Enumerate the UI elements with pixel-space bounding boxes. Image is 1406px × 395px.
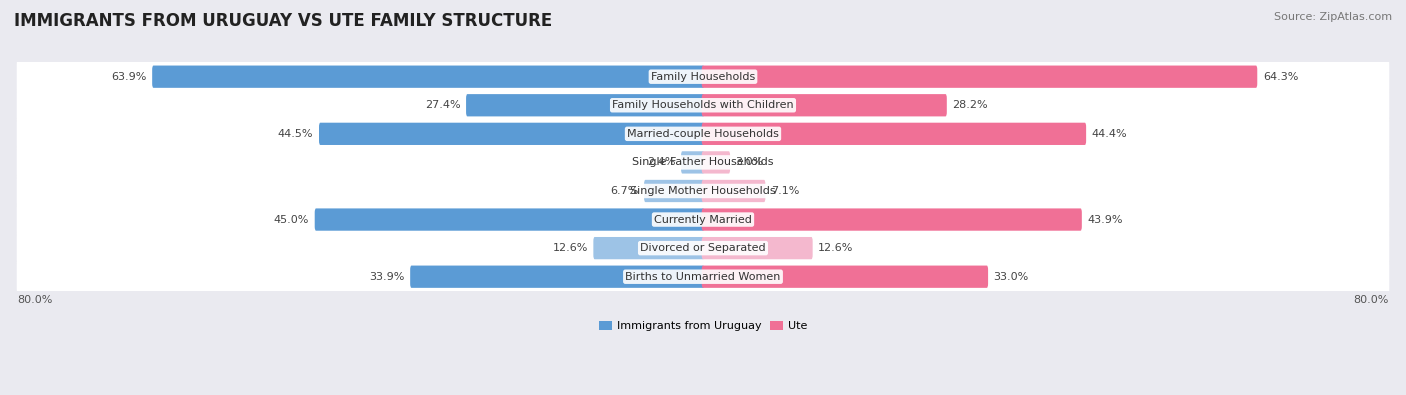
FancyBboxPatch shape	[702, 237, 813, 259]
Text: Family Households with Children: Family Households with Children	[612, 100, 794, 110]
Text: 2.4%: 2.4%	[647, 158, 675, 167]
Text: 63.9%: 63.9%	[111, 71, 146, 82]
Text: 43.9%: 43.9%	[1087, 214, 1123, 224]
FancyBboxPatch shape	[702, 180, 765, 202]
Text: 7.1%: 7.1%	[770, 186, 800, 196]
FancyBboxPatch shape	[644, 180, 704, 202]
FancyBboxPatch shape	[17, 57, 1389, 96]
Text: Single Father Households: Single Father Households	[633, 158, 773, 167]
FancyBboxPatch shape	[681, 151, 704, 173]
FancyBboxPatch shape	[17, 143, 1389, 182]
Text: IMMIGRANTS FROM URUGUAY VS UTE FAMILY STRUCTURE: IMMIGRANTS FROM URUGUAY VS UTE FAMILY ST…	[14, 12, 553, 30]
Text: 44.5%: 44.5%	[278, 129, 314, 139]
Text: 80.0%: 80.0%	[18, 295, 53, 305]
Text: Divorced or Separated: Divorced or Separated	[640, 243, 766, 253]
FancyBboxPatch shape	[702, 94, 946, 117]
FancyBboxPatch shape	[702, 265, 988, 288]
Text: 28.2%: 28.2%	[952, 100, 988, 110]
Text: Source: ZipAtlas.com: Source: ZipAtlas.com	[1274, 12, 1392, 22]
FancyBboxPatch shape	[702, 66, 1257, 88]
FancyBboxPatch shape	[702, 123, 1085, 145]
FancyBboxPatch shape	[315, 209, 704, 231]
FancyBboxPatch shape	[702, 151, 730, 173]
FancyBboxPatch shape	[319, 123, 704, 145]
FancyBboxPatch shape	[17, 171, 1389, 211]
Text: 45.0%: 45.0%	[274, 214, 309, 224]
Text: 12.6%: 12.6%	[553, 243, 588, 253]
Text: 6.7%: 6.7%	[610, 186, 638, 196]
Text: 33.9%: 33.9%	[370, 272, 405, 282]
Text: 27.4%: 27.4%	[425, 100, 461, 110]
Text: Single Mother Households: Single Mother Households	[630, 186, 776, 196]
Text: Married-couple Households: Married-couple Households	[627, 129, 779, 139]
FancyBboxPatch shape	[17, 228, 1389, 268]
Text: 33.0%: 33.0%	[994, 272, 1029, 282]
FancyBboxPatch shape	[465, 94, 704, 117]
Text: 3.0%: 3.0%	[735, 158, 763, 167]
FancyBboxPatch shape	[593, 237, 704, 259]
Text: 64.3%: 64.3%	[1263, 71, 1298, 82]
Text: 44.4%: 44.4%	[1091, 129, 1128, 139]
FancyBboxPatch shape	[702, 209, 1081, 231]
FancyBboxPatch shape	[411, 265, 704, 288]
FancyBboxPatch shape	[17, 114, 1389, 154]
FancyBboxPatch shape	[17, 200, 1389, 239]
FancyBboxPatch shape	[17, 257, 1389, 296]
Text: Births to Unmarried Women: Births to Unmarried Women	[626, 272, 780, 282]
Text: 12.6%: 12.6%	[818, 243, 853, 253]
FancyBboxPatch shape	[17, 86, 1389, 125]
Text: 80.0%: 80.0%	[1353, 295, 1388, 305]
Text: Family Households: Family Households	[651, 71, 755, 82]
FancyBboxPatch shape	[152, 66, 704, 88]
Text: Currently Married: Currently Married	[654, 214, 752, 224]
Legend: Immigrants from Uruguay, Ute: Immigrants from Uruguay, Ute	[595, 316, 811, 336]
